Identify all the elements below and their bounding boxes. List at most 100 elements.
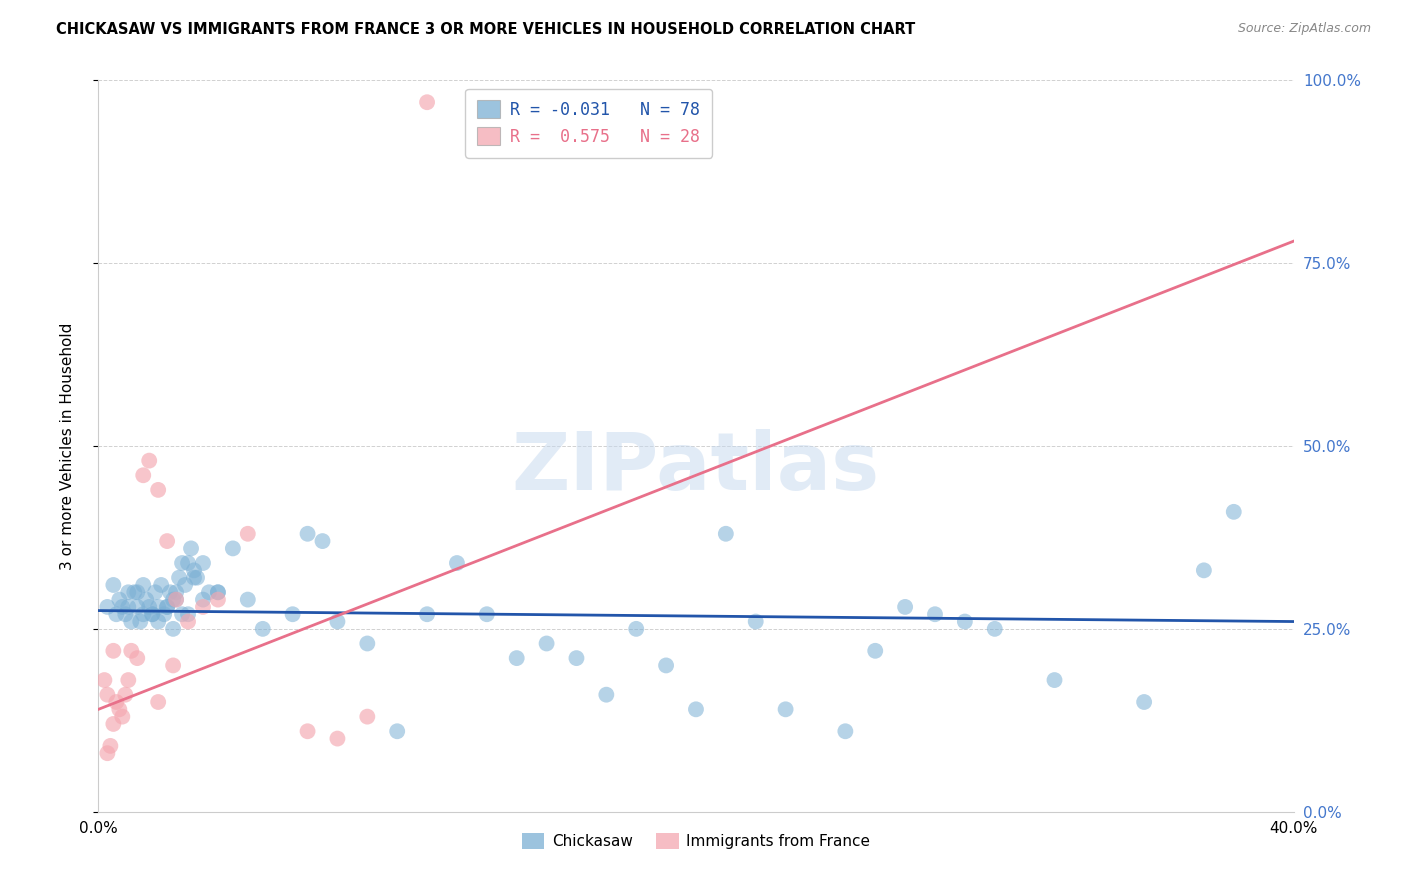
Point bbox=[186, 571, 208, 585]
Point bbox=[183, 563, 205, 577]
Point bbox=[180, 541, 202, 556]
Point bbox=[143, 585, 166, 599]
Point bbox=[105, 695, 128, 709]
Point bbox=[172, 556, 194, 570]
Point bbox=[167, 571, 190, 585]
Point bbox=[326, 615, 349, 629]
Point bbox=[834, 724, 856, 739]
Point bbox=[96, 688, 118, 702]
Point bbox=[183, 571, 205, 585]
Point bbox=[984, 622, 1007, 636]
Point bbox=[162, 658, 184, 673]
Point bbox=[1223, 505, 1246, 519]
Point bbox=[177, 607, 200, 622]
Point bbox=[117, 585, 139, 599]
Point bbox=[127, 651, 149, 665]
Point bbox=[416, 95, 439, 110]
Point bbox=[177, 615, 200, 629]
Point bbox=[506, 651, 529, 665]
Point bbox=[127, 599, 149, 614]
Point bbox=[153, 607, 176, 622]
Point bbox=[236, 592, 259, 607]
Point bbox=[714, 526, 737, 541]
Point bbox=[356, 636, 378, 650]
Point bbox=[103, 717, 125, 731]
Point bbox=[191, 599, 214, 614]
Point bbox=[865, 644, 887, 658]
Point bbox=[103, 578, 125, 592]
Point bbox=[103, 644, 125, 658]
Point bbox=[177, 556, 200, 570]
Point bbox=[111, 709, 134, 723]
Point bbox=[93, 673, 115, 687]
Point bbox=[120, 615, 142, 629]
Point bbox=[148, 599, 170, 614]
Point bbox=[105, 607, 128, 622]
Point bbox=[252, 622, 274, 636]
Point bbox=[129, 615, 152, 629]
Point bbox=[124, 585, 146, 599]
Point bbox=[96, 746, 118, 760]
Point bbox=[162, 622, 184, 636]
Point bbox=[297, 526, 319, 541]
Point bbox=[174, 578, 197, 592]
Point bbox=[150, 578, 173, 592]
Point bbox=[138, 453, 160, 467]
Point bbox=[108, 702, 131, 716]
Point bbox=[745, 615, 768, 629]
Point bbox=[207, 585, 229, 599]
Point bbox=[117, 599, 139, 614]
Point bbox=[446, 556, 468, 570]
Point bbox=[148, 615, 170, 629]
Point bbox=[356, 709, 378, 723]
Point bbox=[207, 592, 229, 607]
Point bbox=[165, 592, 187, 607]
Point bbox=[236, 526, 259, 541]
Point bbox=[924, 607, 946, 622]
Point bbox=[191, 556, 214, 570]
Point bbox=[207, 585, 229, 599]
Point bbox=[326, 731, 349, 746]
Y-axis label: 3 or more Vehicles in Household: 3 or more Vehicles in Household bbox=[60, 322, 75, 570]
Point bbox=[191, 592, 214, 607]
Point bbox=[98, 739, 122, 753]
Point bbox=[775, 702, 797, 716]
Point bbox=[127, 585, 149, 599]
Text: ZIPatlas: ZIPatlas bbox=[512, 429, 880, 507]
Point bbox=[198, 585, 221, 599]
Text: CHICKASAW VS IMMIGRANTS FROM FRANCE 3 OR MORE VEHICLES IN HOUSEHOLD CORRELATION : CHICKASAW VS IMMIGRANTS FROM FRANCE 3 OR… bbox=[56, 22, 915, 37]
Point bbox=[595, 688, 617, 702]
Point bbox=[96, 599, 118, 614]
Point bbox=[385, 724, 409, 739]
Point bbox=[117, 673, 139, 687]
Point bbox=[156, 599, 179, 614]
Point bbox=[114, 688, 136, 702]
Point bbox=[141, 607, 163, 622]
Point bbox=[156, 534, 179, 549]
Point bbox=[685, 702, 707, 716]
Point bbox=[172, 607, 194, 622]
Point bbox=[148, 483, 170, 497]
Point bbox=[165, 592, 187, 607]
Point bbox=[626, 622, 648, 636]
Legend: Chickasaw, Immigrants from France: Chickasaw, Immigrants from France bbox=[516, 827, 876, 855]
Point bbox=[114, 607, 136, 622]
Point bbox=[162, 592, 184, 607]
Point bbox=[1133, 695, 1156, 709]
Point bbox=[159, 585, 181, 599]
Point bbox=[138, 599, 160, 614]
Point bbox=[135, 592, 157, 607]
Point bbox=[132, 607, 155, 622]
Point bbox=[222, 541, 245, 556]
Point bbox=[655, 658, 678, 673]
Point bbox=[132, 578, 155, 592]
Point bbox=[111, 599, 134, 614]
Point bbox=[132, 468, 155, 483]
Point bbox=[536, 636, 558, 650]
Point bbox=[311, 534, 333, 549]
Text: Source: ZipAtlas.com: Source: ZipAtlas.com bbox=[1237, 22, 1371, 36]
Point bbox=[120, 644, 142, 658]
Point bbox=[165, 585, 187, 599]
Point bbox=[894, 599, 917, 614]
Point bbox=[156, 599, 179, 614]
